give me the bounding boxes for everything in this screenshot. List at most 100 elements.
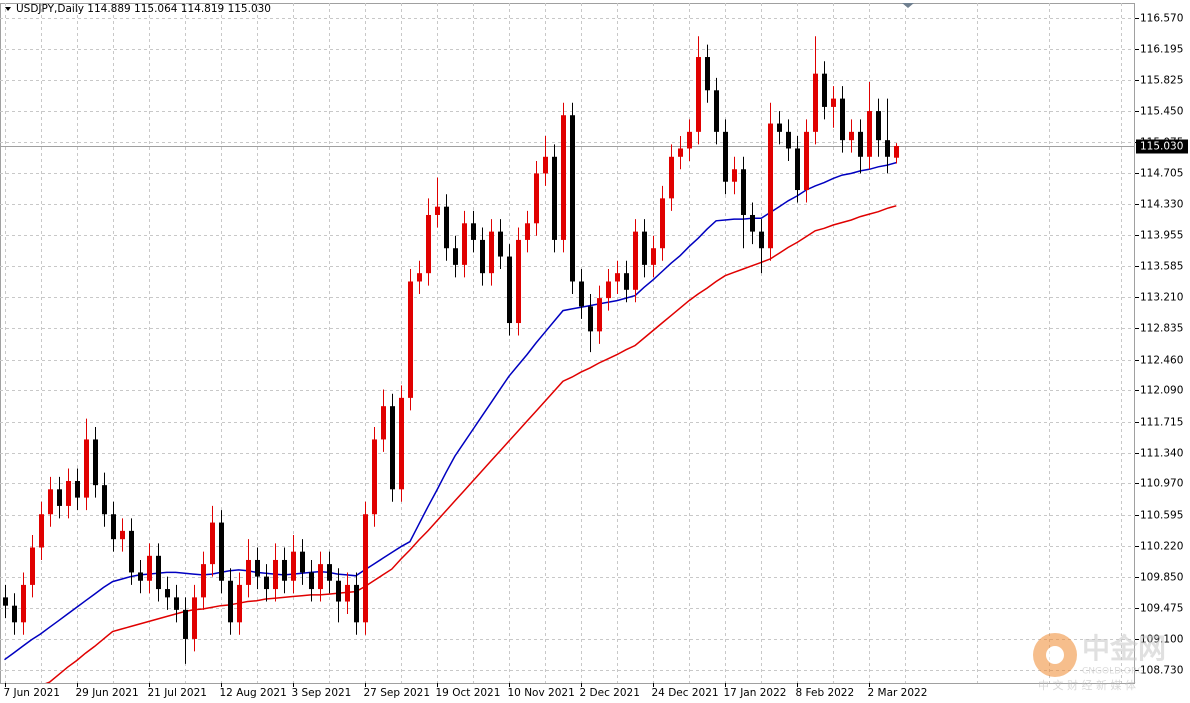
moving-average-line bbox=[45, 205, 897, 683]
candle-body bbox=[732, 169, 737, 182]
candle-body bbox=[867, 111, 872, 157]
candle-body bbox=[264, 576, 269, 590]
y-tick-label: 109.100 bbox=[1140, 634, 1183, 646]
y-tick-label: 109.850 bbox=[1140, 572, 1183, 584]
candle-body bbox=[534, 173, 539, 224]
candle-body bbox=[228, 580, 233, 623]
candle-body bbox=[453, 248, 458, 265]
candle-body bbox=[885, 140, 890, 157]
x-tick-label: 17 Jan 2022 bbox=[724, 687, 787, 699]
candle-body bbox=[678, 148, 683, 157]
candle-body bbox=[795, 148, 800, 191]
candle-body bbox=[588, 306, 593, 332]
y-tick-label: 112.460 bbox=[1140, 355, 1183, 367]
candle-body bbox=[210, 522, 215, 565]
candle-body bbox=[300, 551, 305, 573]
price-label: 115.030 bbox=[1140, 141, 1183, 153]
candle-body bbox=[111, 514, 116, 540]
candle-body bbox=[345, 584, 350, 602]
candle-body bbox=[372, 439, 377, 515]
candle-body bbox=[669, 156, 674, 199]
candle-body bbox=[876, 111, 881, 141]
candle-body bbox=[75, 480, 80, 498]
candle-body bbox=[624, 273, 629, 290]
candle-body bbox=[516, 239, 521, 324]
candle-body bbox=[525, 223, 530, 240]
y-tick-label: 116.570 bbox=[1140, 13, 1183, 25]
candle-body bbox=[57, 489, 62, 506]
candle-body bbox=[30, 547, 35, 585]
candle-body bbox=[291, 551, 296, 581]
candle-body bbox=[48, 489, 53, 515]
candle-body bbox=[255, 559, 260, 577]
y-tick-label: 114.330 bbox=[1140, 199, 1183, 211]
candle-body bbox=[696, 57, 701, 132]
candle-body bbox=[237, 584, 242, 623]
chart-header: USDJPY,Daily 114.889 115.064 114.819 115… bbox=[16, 3, 271, 15]
candle-body bbox=[201, 564, 206, 598]
candle-body bbox=[813, 73, 818, 132]
candle-body bbox=[804, 131, 809, 191]
x-tick-label: 29 Jun 2021 bbox=[76, 687, 139, 699]
y-tick-label: 109.475 bbox=[1140, 603, 1183, 615]
moving-averages bbox=[4, 161, 897, 683]
candle-body bbox=[606, 281, 611, 299]
x-tick-label: 24 Dec 2021 bbox=[652, 687, 719, 699]
axes: 116.570116.195115.825115.450115.075114.7… bbox=[4, 13, 1188, 699]
candle-body bbox=[165, 589, 170, 598]
candle-body bbox=[93, 439, 98, 486]
candle-body bbox=[138, 572, 143, 581]
watermark-tagline: 中 文 财 经 新 媒 体 bbox=[1038, 678, 1136, 692]
x-tick-label: 8 Feb 2022 bbox=[796, 687, 855, 699]
candle-body bbox=[21, 584, 26, 623]
candle-body bbox=[498, 231, 503, 257]
candle-body bbox=[282, 559, 287, 581]
watermark-name: 中金网 bbox=[1082, 632, 1166, 665]
candle-body bbox=[579, 281, 584, 307]
candle-body bbox=[705, 57, 710, 91]
candle-body bbox=[246, 559, 251, 585]
y-tick-label: 115.825 bbox=[1140, 75, 1183, 87]
candle-body bbox=[381, 406, 386, 440]
x-tick-label: 27 Sep 2021 bbox=[364, 687, 431, 699]
candle-body bbox=[12, 605, 17, 623]
candle-body bbox=[858, 131, 863, 157]
menu-arrow[interactable] bbox=[5, 7, 11, 11]
candle-body bbox=[192, 597, 197, 639]
x-tick-label: 12 Aug 2021 bbox=[220, 687, 287, 699]
candle-body bbox=[615, 273, 620, 282]
candle-body bbox=[354, 584, 359, 623]
plot-area bbox=[0, 3, 1135, 684]
candle-body bbox=[444, 206, 449, 249]
y-tick-label: 111.715 bbox=[1140, 417, 1183, 429]
candle-body bbox=[471, 223, 476, 240]
candle-body bbox=[84, 439, 89, 498]
candle-body bbox=[183, 609, 188, 639]
candle-body bbox=[363, 514, 368, 623]
y-tick-label: 116.195 bbox=[1140, 44, 1183, 56]
candle-body bbox=[723, 131, 728, 182]
candle-body bbox=[318, 564, 323, 590]
candle-body bbox=[39, 514, 44, 548]
candle-body bbox=[327, 564, 332, 581]
candle-body bbox=[462, 223, 467, 265]
candle-body bbox=[408, 281, 413, 398]
candle-body bbox=[147, 555, 152, 581]
y-tick-label: 113.210 bbox=[1140, 292, 1183, 304]
candle-body bbox=[102, 485, 107, 515]
y-tick-label: 112.090 bbox=[1140, 385, 1183, 397]
candle-body bbox=[219, 522, 224, 581]
candle-body bbox=[597, 298, 602, 332]
price-label-box bbox=[1136, 139, 1188, 154]
candle-body bbox=[750, 214, 755, 232]
candle-body bbox=[489, 231, 494, 274]
y-tick-label: 114.705 bbox=[1140, 168, 1183, 180]
candle-body bbox=[633, 231, 638, 290]
x-tick-label: 19 Oct 2021 bbox=[436, 687, 501, 699]
candle-body bbox=[822, 73, 827, 107]
x-tick-label: 2 Mar 2022 bbox=[868, 687, 928, 699]
candle-body bbox=[570, 115, 575, 282]
y-tick-label: 108.730 bbox=[1140, 665, 1183, 677]
candle-body bbox=[651, 248, 656, 265]
